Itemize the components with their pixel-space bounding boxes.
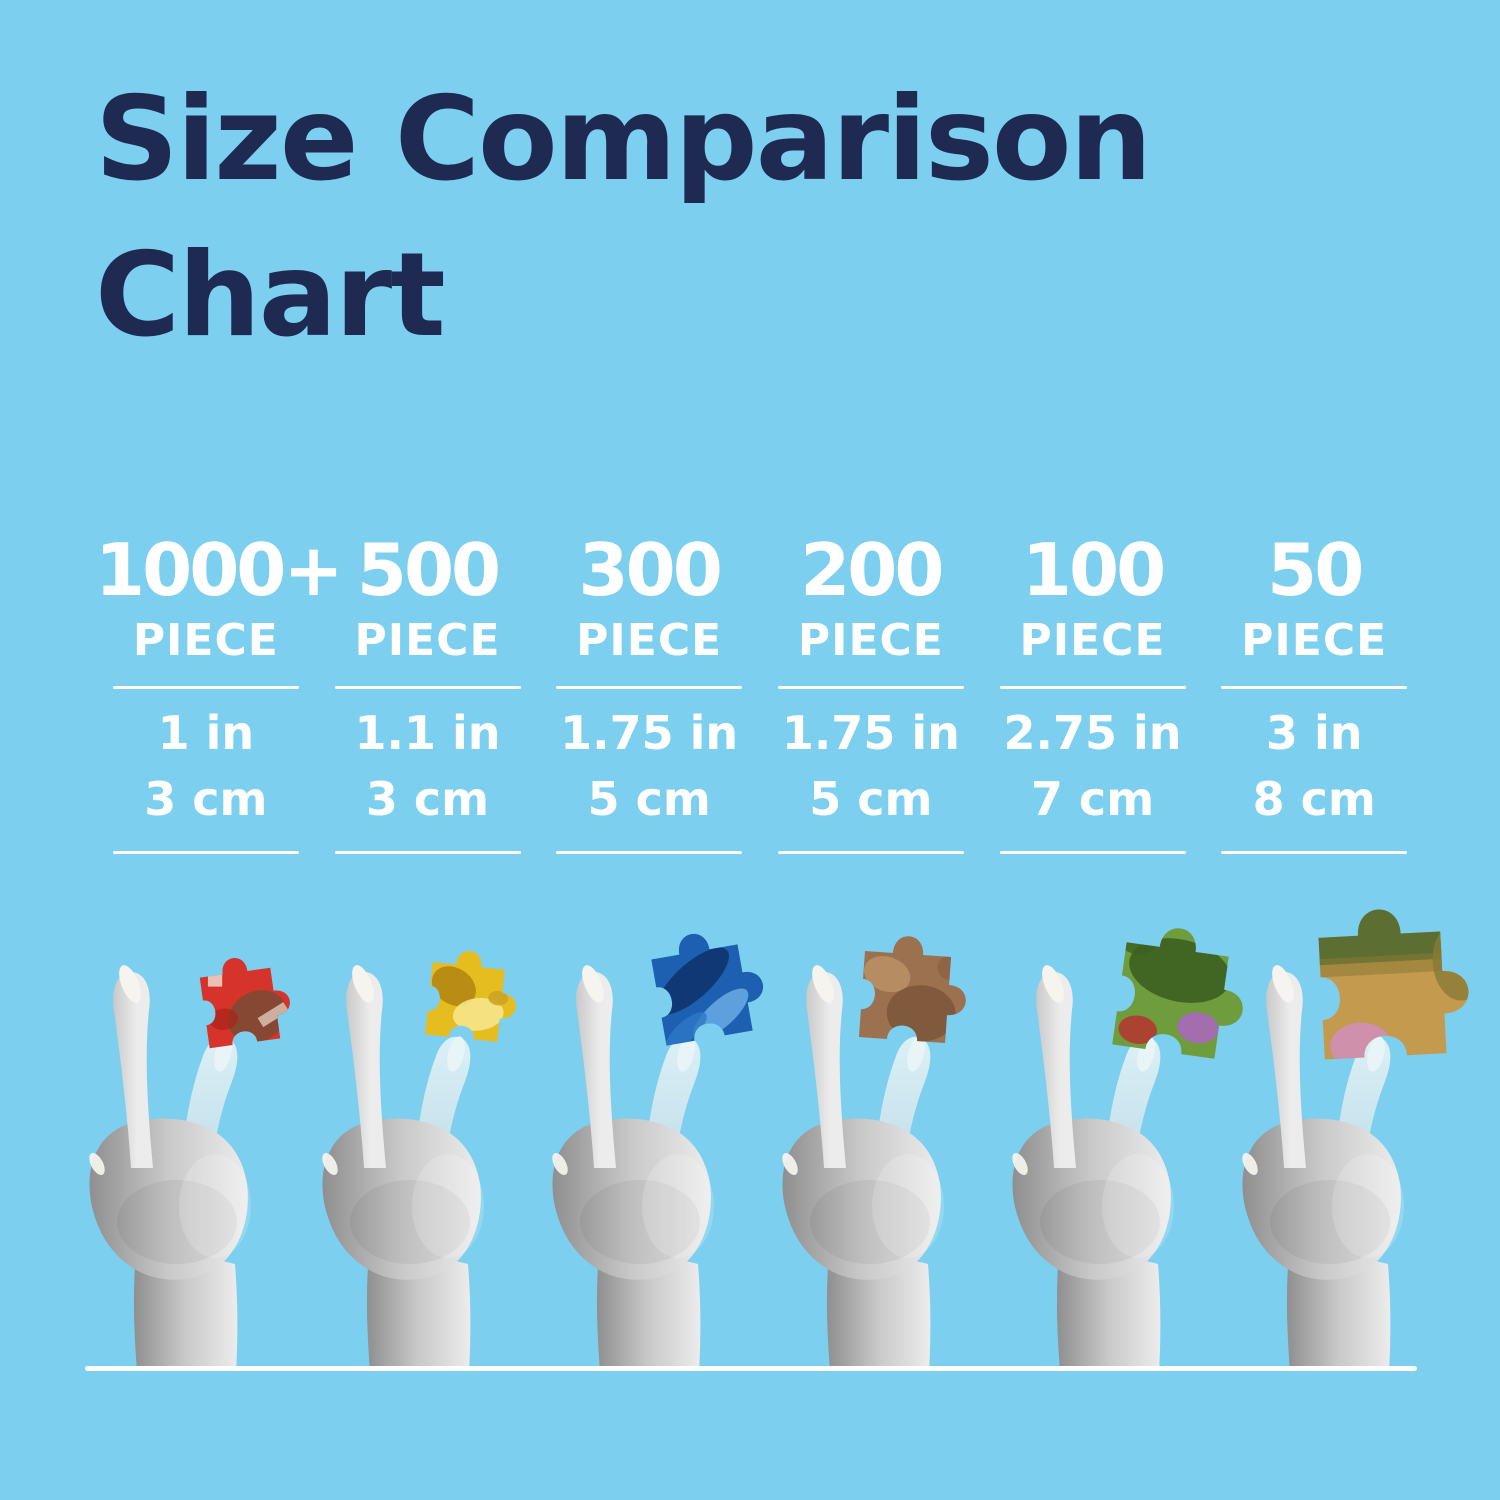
piece-count-unit-label: PIECE (1241, 615, 1388, 666)
divider-line (112, 851, 299, 854)
puzzle-piece-50 (1317, 905, 1472, 1060)
size-column-300-piece: 300 PIECE 1.75 in 5 cm (538, 524, 760, 854)
divider-line (112, 686, 299, 689)
divider-line (777, 686, 964, 689)
puzzle-piece-300 (648, 923, 771, 1046)
piece-count-unit-label: PIECE (354, 615, 501, 666)
page-title: Size Comparison Chart (95, 62, 1152, 374)
size-in-inches: 1.75 in (560, 706, 739, 760)
piece-count: 50 (1267, 528, 1364, 612)
divider-line (1221, 686, 1408, 689)
piece-count: 1000+ (95, 528, 344, 612)
size-column-100-piece: 100 PIECE 2.75 in 7 cm (982, 524, 1204, 854)
size-in-centimeters: 3 cm (144, 772, 268, 826)
size-in-inches: 1.1 in (354, 706, 501, 760)
piece-count: 300 (578, 528, 723, 612)
size-column-500-piece: 500 PIECE 1.1 in 3 cm (317, 524, 539, 854)
divider-line (1221, 851, 1408, 854)
size-column-50-piece: 50 PIECE 3 in 8 cm (1203, 524, 1425, 854)
puzzle-piece-100 (1112, 921, 1253, 1062)
size-in-centimeters: 5 cm (587, 772, 711, 826)
size-in-inches: 1 in (157, 706, 255, 760)
piece-count-unit-label: PIECE (1019, 615, 1166, 666)
divider-line (556, 686, 743, 689)
size-in-inches: 1.75 in (781, 706, 960, 760)
divider-line (999, 851, 1186, 854)
puzzle-piece-500 (425, 947, 522, 1044)
divider-line (334, 686, 521, 689)
divider-line (334, 851, 521, 854)
size-column-1000-piece: 1000+ PIECE 1 in 3 cm (95, 524, 344, 854)
piece-count: 100 (1021, 528, 1166, 612)
size-comparison-table: 1000+ PIECE 1 in 3 cm 500 PIECE 1.1 in 3… (95, 524, 1425, 854)
size-in-centimeters: 8 cm (1252, 772, 1376, 826)
divider-line (777, 851, 964, 854)
piece-count-unit-label: PIECE (576, 615, 723, 666)
divider-line (556, 851, 743, 854)
page-title-line-1: Size Comparison (95, 72, 1152, 207)
puzzle-piece-200 (858, 933, 971, 1045)
piece-count: 500 (356, 528, 501, 612)
page-title-line-2: Chart (95, 228, 446, 363)
size-in-inches: 2.75 in (1003, 706, 1182, 760)
piece-count-unit-label: PIECE (132, 615, 279, 666)
size-column-200-piece: 200 PIECE 1.75 in 5 cm (760, 524, 982, 854)
piece-count: 200 (800, 528, 944, 612)
size-in-centimeters: 5 cm (809, 772, 933, 826)
puzzle-piece-1000 (197, 951, 295, 1049)
size-in-centimeters: 3 cm (365, 772, 490, 826)
piece-count-unit-label: PIECE (797, 615, 944, 666)
size-in-centimeters: 7 cm (1030, 772, 1155, 826)
divider-line (999, 686, 1186, 689)
bottom-rule (85, 1366, 1417, 1371)
size-in-inches: 3 in (1265, 706, 1363, 760)
